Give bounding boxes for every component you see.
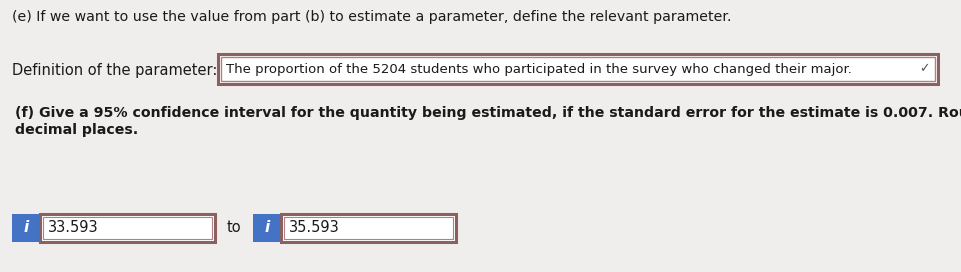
- FancyBboxPatch shape: [281, 214, 456, 242]
- Text: 35.593: 35.593: [289, 221, 340, 236]
- FancyBboxPatch shape: [253, 214, 281, 242]
- FancyBboxPatch shape: [43, 217, 212, 239]
- FancyBboxPatch shape: [218, 54, 938, 84]
- Text: decimal places.: decimal places.: [15, 123, 138, 137]
- Text: i: i: [264, 221, 270, 236]
- FancyBboxPatch shape: [12, 214, 40, 242]
- Text: Definition of the parameter:: Definition of the parameter:: [12, 63, 217, 78]
- Text: (f) Give a 95% confidence interval for the quantity being estimated, if the stan: (f) Give a 95% confidence interval for t…: [15, 106, 961, 120]
- Text: (e) If we want to use the value from part (b) to estimate a parameter, define th: (e) If we want to use the value from par…: [12, 10, 731, 24]
- Text: ✓: ✓: [919, 63, 929, 76]
- Text: The proportion of the 5204 students who participated in the survey who changed t: The proportion of the 5204 students who …: [226, 63, 851, 76]
- Text: i: i: [23, 221, 29, 236]
- FancyBboxPatch shape: [40, 214, 215, 242]
- FancyBboxPatch shape: [284, 217, 453, 239]
- FancyBboxPatch shape: [221, 57, 935, 81]
- Text: 33.593: 33.593: [48, 221, 99, 236]
- Text: to: to: [227, 221, 241, 236]
